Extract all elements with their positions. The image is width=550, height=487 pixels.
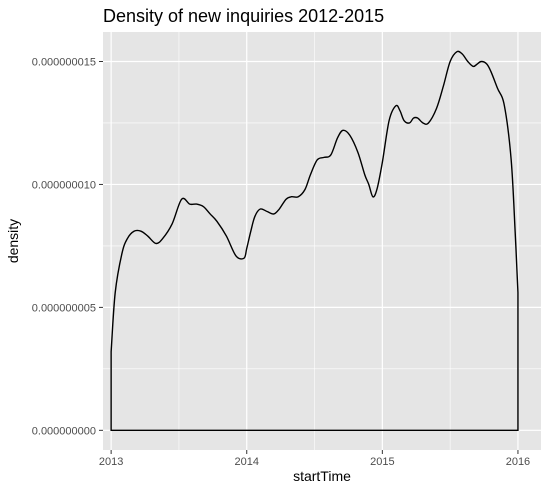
minor-gridlines bbox=[103, 32, 541, 450]
plot-panel bbox=[103, 32, 541, 450]
chart-title: Density of new inquiries 2012-2015 bbox=[103, 6, 384, 26]
y-axis: 0.000000000 0.000000005 0.000000010 0.00000… bbox=[32, 57, 103, 437]
y-tick-label: 0.000000005 bbox=[32, 302, 96, 314]
y-tick-label: 0.000000010 bbox=[32, 179, 96, 191]
y-tick-label: 0.000000000 bbox=[32, 425, 96, 437]
x-tick-label: 2013 bbox=[99, 456, 123, 468]
x-axis: 2013 2014 2015 2016 bbox=[99, 450, 530, 468]
y-tick-label: 0.000000015 bbox=[32, 57, 96, 69]
y-axis-title: density bbox=[5, 219, 21, 263]
x-tick-label: 2015 bbox=[370, 456, 394, 468]
x-tick-label: 2014 bbox=[234, 456, 258, 468]
x-tick-label: 2016 bbox=[506, 456, 530, 468]
density-curve bbox=[110, 50, 519, 432]
x-axis-title: startTime bbox=[293, 468, 351, 484]
